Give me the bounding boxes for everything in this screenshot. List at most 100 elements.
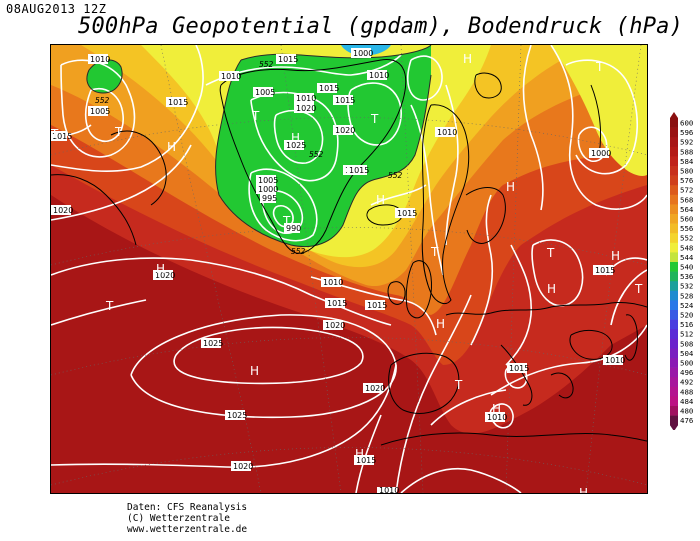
isobar-line: [51, 257, 392, 326]
isobar-label: 1010: [219, 71, 241, 81]
coast-iceland: [366, 204, 403, 226]
svg-text:1020: 1020: [296, 104, 316, 113]
low-center: T: [634, 282, 643, 296]
svg-text:1020: 1020: [325, 321, 345, 330]
isobar-line: [410, 104, 444, 276]
coast-britain: [405, 260, 432, 319]
legend-tick-label: 540: [680, 263, 693, 272]
legend-swatch: [670, 214, 678, 224]
svg-text:1005: 1005: [255, 88, 275, 97]
fill-green-small: [86, 59, 123, 93]
high-center: H: [156, 262, 165, 276]
isobar-label: 1015: [51, 131, 72, 141]
legend-swatch: [670, 156, 678, 167]
legend-tick-label: 484: [680, 397, 694, 406]
legend-arrow-top: [670, 112, 678, 118]
low-center: T: [546, 246, 555, 260]
legend-tick-label: 508: [680, 339, 693, 348]
height-label: 552: [259, 60, 274, 69]
height-label: 552: [388, 171, 403, 180]
high-center: H: [547, 282, 556, 296]
isobar-line: [522, 45, 544, 211]
weather-map: 1010 1015 1005 1000 1015 1010 1005 1015 …: [50, 44, 648, 494]
isobar-label: 1015: [276, 54, 298, 64]
color-legend: 600 596 592 588 584 580 576 572 568 564 560 556 552 5…: [670, 112, 700, 430]
svg-text:1020: 1020: [233, 462, 253, 471]
legend-swatch: [670, 175, 678, 186]
legend-swatch: [670, 252, 678, 263]
legend-swatch: [670, 233, 678, 244]
isobar-line: [248, 168, 318, 242]
isobar-line: [470, 194, 494, 346]
high-center: H: [579, 486, 588, 493]
isobar-line: [51, 364, 397, 468]
legend-tick-label: 476: [680, 416, 693, 425]
svg-text:1015: 1015: [509, 364, 529, 373]
svg-text:1025: 1025: [227, 411, 247, 420]
coast-italy: [500, 344, 533, 406]
legend-swatch: [670, 290, 678, 301]
low-center: T: [454, 378, 463, 392]
svg-text:1000: 1000: [258, 185, 278, 194]
legend-tick-label: 488: [680, 387, 693, 396]
legend-swatch: [670, 223, 678, 234]
isobar-label: 1000: [351, 48, 373, 58]
isobar-label: 1025: [201, 338, 223, 348]
isobar-label: 1015: [365, 300, 387, 310]
high-center: H: [463, 52, 472, 66]
legend-tick-label: 588: [680, 147, 693, 156]
legend-swatch: [670, 281, 678, 292]
isobar-line: [490, 324, 647, 396]
svg-text:1020: 1020: [155, 271, 175, 280]
isobar-line: [610, 269, 647, 326]
svg-text:1015: 1015: [335, 96, 355, 105]
legend-swatch: [670, 271, 678, 282]
isobar-label: 1010: [377, 486, 399, 493]
legend-tick-label: 600: [680, 119, 693, 128]
legend-tick-label: 576: [680, 176, 693, 185]
coast-greece: [550, 372, 574, 399]
legend-tick-label: 568: [680, 195, 693, 204]
isobar-label: 1020: [333, 125, 355, 135]
svg-text:1020: 1020: [365, 384, 385, 393]
isobar-label: 1015: [166, 97, 188, 107]
coast-canada: [51, 174, 137, 246]
high-center: H: [611, 249, 620, 263]
isobar-label: 1010: [485, 412, 507, 422]
legend-tick-label: 548: [680, 243, 693, 252]
isobar-line: [370, 184, 427, 206]
svg-text:1015: 1015: [367, 301, 387, 310]
low-center: T: [51, 127, 59, 141]
legend-tick-label: 496: [680, 368, 693, 377]
isobar-label: 1010: [88, 54, 110, 64]
legend-tick-label: 584: [680, 157, 694, 166]
height-contour-552: [240, 45, 432, 61]
isobar-label: 1005: [256, 175, 278, 185]
legend-tick-label: 524: [680, 301, 694, 310]
isobar-line: [445, 84, 459, 246]
isobar-label: 1020: [294, 103, 316, 113]
legend-swatch: [670, 242, 678, 253]
isobar-label: 1010: [321, 277, 343, 287]
footer-url[interactable]: www.wetterzentrale.de: [127, 524, 248, 535]
isobar-line: [430, 389, 507, 426]
isobar-label: 1015: [395, 208, 417, 218]
isobar-label: 1015: [317, 83, 339, 93]
svg-text:1010: 1010: [487, 413, 507, 422]
legend-swatch: [670, 262, 678, 272]
isobar-line: [400, 468, 522, 493]
legend-swatch: [670, 396, 678, 407]
isobar-label: 1010: [603, 355, 625, 365]
svg-text:1005: 1005: [258, 176, 278, 185]
isobar-line: [565, 59, 639, 175]
footer-data-source: Daten: CFS Reanalysis: [127, 502, 248, 513]
svg-text:1020: 1020: [335, 126, 355, 135]
legend-arrow-bottom: [670, 425, 678, 430]
legend-swatch: [670, 194, 678, 205]
high-center: H: [167, 140, 176, 154]
svg-text:1015: 1015: [349, 166, 369, 175]
legend-swatch: [670, 319, 678, 330]
legend-swatch: [670, 185, 678, 196]
legend-swatch: [670, 146, 678, 157]
coast-finland: [465, 187, 506, 244]
